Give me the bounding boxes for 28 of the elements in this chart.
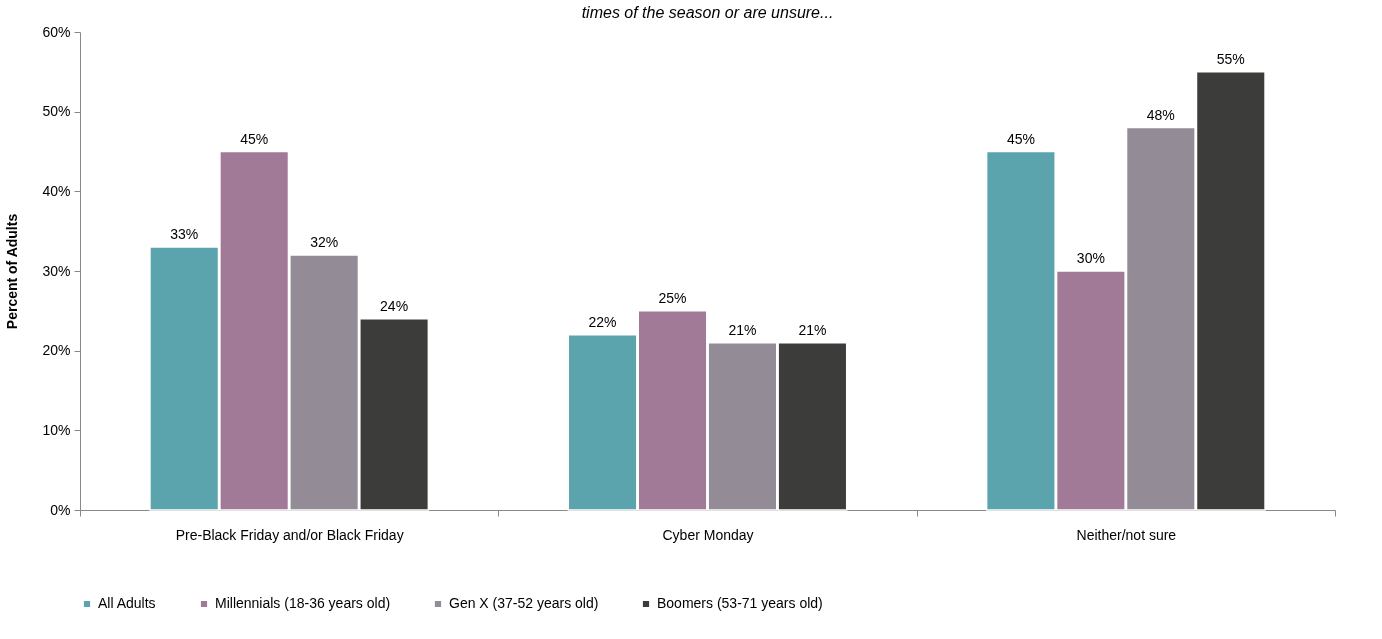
y-tick-label: 30% — [42, 262, 71, 279]
data-label: 25% — [658, 289, 687, 306]
data-label: 32% — [310, 234, 339, 251]
y-axis-title: Percent of Adults — [4, 213, 21, 330]
data-label: 24% — [380, 297, 409, 314]
x-tick-label: Pre-Black Friday and/or Black Friday — [175, 526, 404, 543]
data-label: 45% — [240, 130, 269, 147]
data-label: 30% — [1076, 250, 1105, 266]
y-tick-label: 10% — [42, 421, 71, 438]
y-tick-label: 0% — [50, 501, 71, 518]
chart-subtitle: times of the season or are unsure... — [581, 4, 834, 21]
y-tick-label: 60% — [42, 23, 71, 40]
data-label: 33% — [170, 226, 199, 243]
y-tick-label: 40% — [42, 182, 71, 199]
data-label: 21% — [728, 321, 757, 338]
data-label: 45% — [1006, 130, 1035, 147]
x-tick-label: Cyber Monday — [662, 526, 754, 543]
data-label: 21% — [798, 321, 827, 338]
y-tick-label: 50% — [42, 103, 71, 120]
data-label: 22% — [588, 313, 617, 330]
x-tick-label: Neither/not sure — [1076, 526, 1177, 543]
data-label: 48% — [1146, 106, 1175, 123]
data-label: 55% — [1216, 50, 1245, 67]
legend-label: Gen X (37-52 years old) — [449, 595, 599, 611]
legend-label: Boomers (53-71 years old) — [657, 595, 823, 611]
y-tick-label: 20% — [42, 342, 71, 359]
legend-label: Millennials (18-36 years old) — [215, 595, 391, 611]
legend-label: All Adults — [98, 595, 156, 611]
